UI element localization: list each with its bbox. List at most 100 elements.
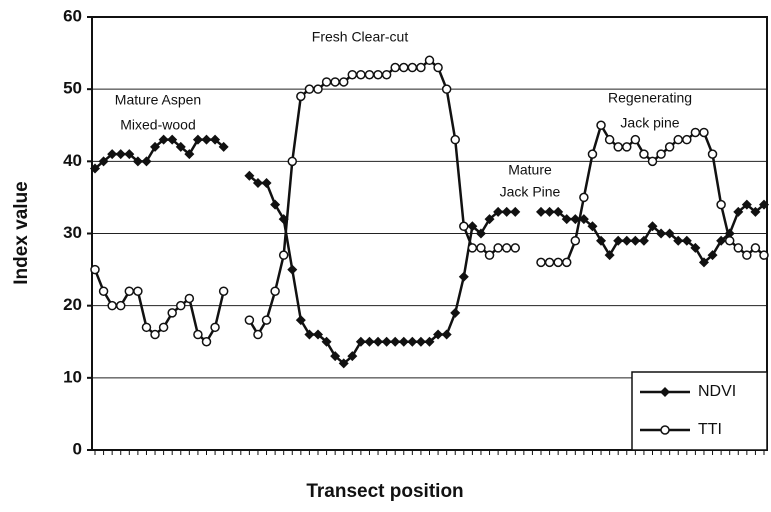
- marker: [210, 134, 221, 145]
- marker: [381, 336, 392, 347]
- marker: [321, 77, 332, 87]
- marker: [441, 84, 452, 94]
- marker: [295, 315, 306, 326]
- marker: [570, 214, 581, 225]
- marker: [244, 315, 255, 325]
- marker: [330, 351, 341, 362]
- marker: [699, 127, 709, 138]
- marker: [459, 221, 469, 232]
- marker: [167, 308, 177, 318]
- marker: [364, 69, 375, 80]
- marker: [141, 322, 152, 333]
- marker: [373, 69, 383, 80]
- marker: [716, 235, 727, 246]
- marker: [330, 77, 340, 87]
- marker: [338, 358, 349, 369]
- marker: [553, 257, 563, 268]
- marker: [158, 134, 169, 145]
- marker: [660, 425, 670, 435]
- legend-box: [631, 371, 768, 451]
- marker: [613, 142, 623, 152]
- marker: [184, 149, 195, 160]
- marker: [287, 156, 298, 167]
- legend-label: NDVI: [698, 383, 736, 400]
- marker: [313, 84, 323, 94]
- marker: [270, 286, 280, 296]
- marker: [124, 149, 135, 160]
- marker: [458, 271, 469, 282]
- marker: [270, 199, 281, 210]
- marker: [424, 336, 435, 347]
- y-axis-label: Index value: [11, 181, 32, 285]
- marker: [115, 300, 126, 311]
- marker: [218, 141, 229, 152]
- marker: [261, 315, 272, 325]
- marker: [604, 134, 615, 145]
- marker: [750, 243, 761, 253]
- marker: [184, 293, 195, 304]
- marker: [596, 235, 607, 246]
- y-tick-label: 10: [63, 367, 82, 386]
- marker: [107, 300, 117, 311]
- marker: [630, 235, 641, 246]
- marker: [192, 134, 203, 145]
- marker: [244, 170, 255, 181]
- marker: [570, 235, 581, 246]
- marker: [373, 336, 384, 347]
- marker: [561, 214, 572, 225]
- marker: [407, 62, 418, 73]
- marker: [467, 243, 478, 253]
- marker: [416, 62, 426, 73]
- marker: [476, 243, 486, 253]
- marker: [364, 336, 375, 347]
- marker: [141, 156, 152, 167]
- marker: [681, 235, 692, 246]
- marker: [759, 199, 769, 210]
- marker: [150, 329, 160, 340]
- marker: [741, 199, 752, 210]
- marker: [175, 141, 186, 152]
- marker: [433, 329, 444, 340]
- annotation: Regenerating: [608, 90, 692, 106]
- marker: [158, 322, 169, 333]
- marker: [304, 329, 315, 340]
- marker: [407, 336, 418, 347]
- marker: [724, 235, 735, 246]
- marker: [450, 307, 461, 318]
- marker: [433, 62, 443, 73]
- marker: [664, 142, 675, 152]
- annotation: Mature: [508, 162, 552, 178]
- marker: [656, 149, 666, 159]
- marker: [587, 221, 598, 232]
- annotation: Jack Pine: [500, 184, 561, 200]
- marker: [167, 134, 178, 145]
- marker: [690, 242, 701, 253]
- marker: [484, 250, 495, 260]
- marker: [682, 134, 692, 145]
- y-tick-label: 20: [63, 295, 82, 314]
- marker: [450, 134, 460, 145]
- marker: [467, 221, 478, 232]
- y-tick-label: 50: [63, 79, 82, 98]
- plot-frame: [91, 16, 768, 451]
- marker: [493, 206, 504, 217]
- marker: [356, 69, 366, 80]
- marker: [750, 206, 761, 217]
- marker: [355, 336, 366, 347]
- marker: [287, 264, 298, 275]
- marker: [536, 206, 546, 217]
- marker: [578, 214, 589, 225]
- marker: [98, 286, 109, 296]
- marker: [587, 149, 598, 159]
- marker: [278, 250, 289, 260]
- legend: NDVI TTI: [631, 371, 768, 451]
- marker: [501, 243, 512, 253]
- annotation: Jack pine: [620, 115, 679, 131]
- y-tick-label: 40: [63, 151, 82, 170]
- marker: [647, 221, 658, 232]
- marker: [398, 336, 409, 347]
- marker: [441, 329, 452, 340]
- marker: [621, 235, 632, 246]
- annotation: Fresh Clear-cut: [312, 29, 409, 45]
- marker: [201, 337, 212, 347]
